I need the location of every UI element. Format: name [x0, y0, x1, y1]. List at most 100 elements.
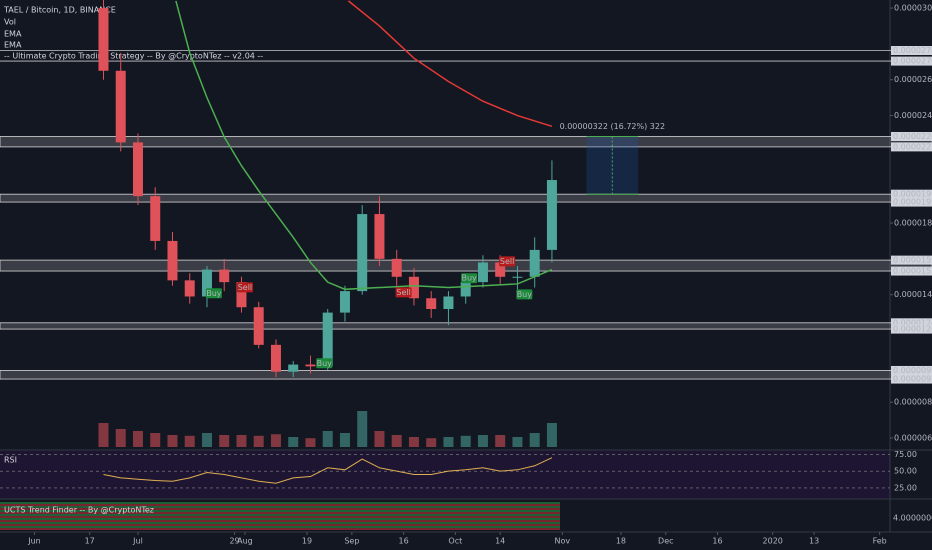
candle-body — [512, 276, 523, 278]
candle-body — [339, 291, 350, 313]
zone-label: 0.00000977 — [893, 366, 932, 375]
x-tick-label: Feb — [873, 537, 887, 546]
candle-body — [426, 298, 437, 310]
candle-body — [305, 364, 316, 367]
pane-title: UCTS Trend Finder -- By @CryptoNTez — [4, 506, 154, 515]
volume-bar — [167, 435, 178, 447]
volume-bar — [512, 437, 523, 447]
signal-tag — [316, 358, 333, 369]
volume-bar — [115, 429, 126, 447]
x-tick-label: 17 — [85, 537, 95, 546]
signal-label: Buy — [317, 359, 333, 368]
x-tick-label: 29 — [229, 537, 239, 546]
volume-bar — [391, 435, 402, 447]
indicator-label: EMA — [4, 30, 22, 39]
zone-tag — [891, 266, 932, 276]
x-tick-label: 16 — [712, 537, 722, 546]
zone-label: 0.00001917 — [893, 198, 932, 207]
volume-bar — [150, 433, 161, 447]
volume-bar — [288, 437, 299, 447]
candle-body — [201, 269, 212, 297]
x-tick-label: Sep — [344, 537, 359, 546]
candle-body — [460, 282, 471, 297]
ema-line — [175, 0, 553, 291]
zone-label: 0.00002230 — [893, 142, 932, 151]
zone — [0, 136, 932, 148]
candle-body — [391, 258, 402, 277]
zone — [0, 322, 932, 330]
volume-bar — [546, 423, 557, 447]
signal-tag — [516, 289, 533, 300]
zone — [0, 370, 932, 380]
volume-bar — [477, 435, 488, 447]
volume-bar — [443, 437, 454, 447]
measure-label: 0.00000322 (16.72%) 322 — [560, 122, 665, 131]
zone-tag — [891, 132, 932, 142]
indicator-label: EMA — [4, 41, 22, 50]
volume-bar — [305, 438, 316, 447]
zone-label: 0.00001961 — [893, 190, 932, 199]
candle-body — [167, 240, 178, 281]
signal-label: Sell — [396, 288, 410, 297]
candle-body — [132, 142, 143, 197]
zone-tag — [891, 365, 932, 375]
y-tick-label: 0.00003000 — [894, 4, 932, 13]
candle-body — [253, 307, 264, 345]
volume-bar — [495, 435, 506, 447]
y-tick-label: 0.00000800 — [894, 398, 932, 407]
zone-tag — [891, 189, 932, 199]
volume-bar — [236, 435, 247, 447]
y-tick-label: 0.00001400 — [894, 290, 932, 299]
volume-bar — [184, 435, 195, 447]
volume-bar — [426, 438, 437, 447]
rsi-tick-label: 75.00 — [894, 450, 917, 459]
zone-tag — [891, 318, 932, 328]
x-tick-label: 16 — [399, 537, 409, 546]
ema-line — [347, 0, 553, 128]
signal-label: Buy — [206, 289, 222, 298]
candle-body — [546, 180, 557, 250]
rsi-tick-label: 25.00 — [894, 483, 917, 492]
candle-body — [374, 214, 385, 259]
x-tick-label: 13 — [809, 537, 819, 546]
candle-body — [150, 196, 161, 241]
candle-body — [443, 296, 454, 310]
x-tick-label: Nov — [554, 537, 570, 546]
volume-bar — [322, 431, 333, 447]
signal-tag — [205, 288, 222, 299]
zone-label: 0.00001593 — [893, 256, 932, 265]
level-label: 0.00002704 — [893, 57, 932, 66]
y-tick-label: 0.00002400 — [894, 111, 932, 120]
x-tick-label: Aug — [237, 537, 253, 546]
volume-bar — [253, 435, 264, 447]
signal-tag — [395, 287, 412, 298]
candle-body — [408, 276, 419, 299]
x-tick-label: 14 — [495, 537, 505, 546]
signal-label: Sell — [500, 257, 514, 266]
candle-body — [219, 269, 230, 283]
level-tag — [891, 56, 932, 66]
candle-body — [236, 282, 247, 308]
volume-bar — [201, 433, 212, 447]
volume-bar — [219, 435, 230, 447]
signal-tag — [236, 282, 253, 293]
trend-stripes — [0, 502, 560, 530]
y-tick-label: 0.00002600 — [894, 75, 932, 84]
volume-bar — [270, 434, 281, 447]
rsi-pane — [0, 451, 890, 498]
zone-label: 0.00000929 — [893, 375, 932, 384]
zone-tag — [891, 142, 932, 152]
volume-bar — [132, 431, 143, 447]
pane-title: RSI — [4, 456, 17, 465]
signal-tag — [461, 273, 478, 284]
zone-tag — [891, 324, 932, 334]
indicator-label: Vol — [4, 18, 16, 27]
volume-bar — [374, 431, 385, 447]
x-tick-label: 19 — [302, 537, 312, 546]
volume-bar — [357, 411, 368, 447]
volume-bar — [529, 433, 540, 447]
zone-label: 0.00001243 — [893, 318, 932, 327]
x-tick-label: Jun — [27, 537, 41, 546]
candle-body — [322, 312, 333, 367]
